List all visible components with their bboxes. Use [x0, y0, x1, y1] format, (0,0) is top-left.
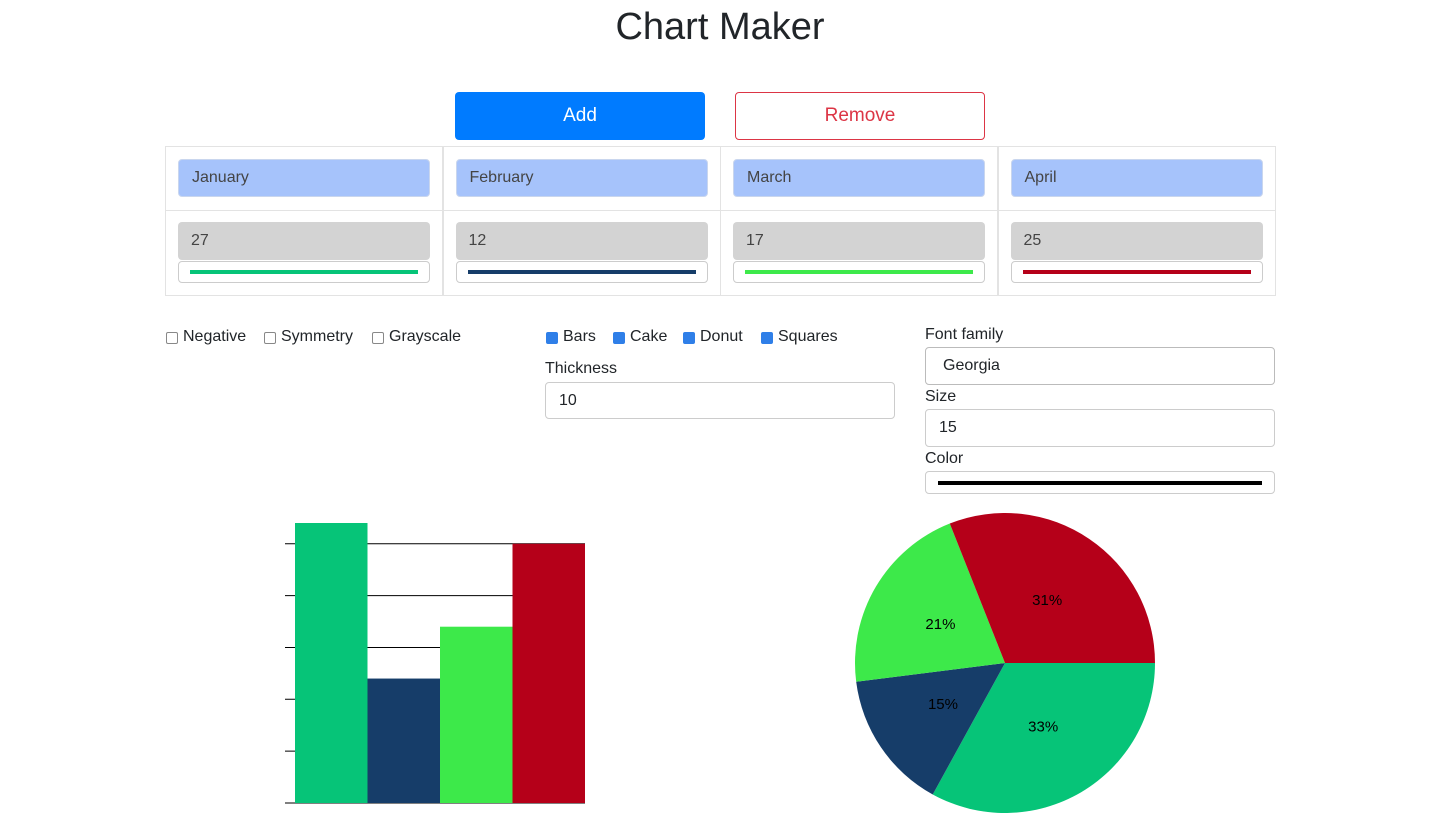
pie-label: 15% — [928, 696, 958, 713]
bar — [295, 523, 368, 803]
pie-slice — [856, 663, 1005, 795]
color-input[interactable] — [1010, 261, 1263, 283]
value-input[interactable]: 25 — [1010, 222, 1263, 260]
font-family-label: Font family — [925, 326, 1004, 343]
color-input[interactable] — [455, 261, 708, 283]
color-swatch — [190, 270, 418, 274]
pie-label: 31% — [1032, 592, 1062, 609]
remove-button[interactable]: Remove — [735, 92, 985, 140]
thickness-label: Thickness — [545, 360, 618, 377]
checkbox-label: Grayscale — [389, 328, 462, 345]
bar — [440, 626, 513, 803]
label-input[interactable]: March — [733, 159, 985, 197]
color-swatch — [467, 270, 696, 274]
checkbox-label: Symmetry — [281, 328, 353, 345]
value-input[interactable]: 17 — [733, 222, 985, 260]
color-input[interactable] — [733, 261, 985, 283]
font-family-select[interactable]: Georgia — [925, 347, 1275, 385]
checkbox[interactable] — [761, 332, 773, 344]
bar — [512, 543, 585, 803]
pie-slice — [855, 523, 1005, 682]
checkbox[interactable] — [166, 332, 178, 344]
checkbox-label: Donut — [700, 328, 743, 345]
checkbox-label: Cake — [630, 328, 668, 345]
color-swatch — [745, 270, 973, 274]
thickness-input[interactable]: 10 — [545, 382, 895, 419]
color-input[interactable] — [178, 261, 430, 283]
checkbox-label: Negative — [183, 328, 247, 345]
pie-label: 21% — [925, 616, 955, 633]
pie-slice — [949, 512, 1155, 663]
label-input[interactable]: January — [178, 159, 430, 197]
add-button[interactable]: Add — [455, 92, 705, 140]
color-swatch — [938, 481, 1262, 485]
checkbox[interactable] — [546, 332, 558, 344]
checkbox[interactable] — [264, 332, 276, 344]
checkbox[interactable] — [683, 332, 695, 344]
size-label: Size — [925, 388, 957, 405]
pie-slice — [932, 663, 1155, 813]
color-label: Color — [925, 450, 964, 467]
checkbox-label: Squares — [778, 328, 838, 345]
value-input[interactable]: 12 — [455, 222, 708, 260]
value-input[interactable]: 27 — [178, 222, 430, 260]
pie-label: 33% — [1028, 719, 1058, 736]
checkbox[interactable] — [613, 332, 625, 344]
color-swatch — [1022, 270, 1251, 274]
checkbox[interactable] — [372, 332, 384, 344]
bar — [367, 678, 440, 803]
page-title: Chart Maker — [615, 6, 825, 48]
label-input[interactable]: April — [1010, 159, 1263, 197]
checkbox-label: Bars — [563, 328, 596, 345]
size-input[interactable]: 15 — [925, 409, 1275, 447]
font-color-input[interactable] — [925, 471, 1275, 494]
label-input[interactable]: February — [455, 159, 708, 197]
table-cell — [997, 210, 1276, 296]
